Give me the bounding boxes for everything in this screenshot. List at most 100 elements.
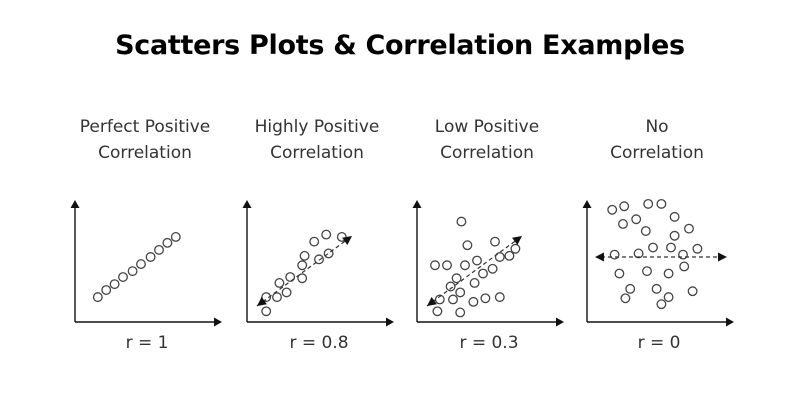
panel-no-correlation: No Correlation r = 0 xyxy=(572,110,742,370)
arrowhead-icon xyxy=(257,297,267,306)
panel-highly-positive: Highly Positive Correlation r = 0.8 xyxy=(232,110,402,370)
data-point xyxy=(656,299,667,310)
data-point xyxy=(494,252,505,262)
data-point xyxy=(669,211,680,222)
scatter-plot: r = 0.3 xyxy=(412,200,564,353)
data-point xyxy=(456,216,467,227)
data-point xyxy=(640,226,651,236)
data-point xyxy=(460,260,470,271)
trend-line xyxy=(256,235,353,307)
data-point xyxy=(487,263,498,274)
panel-title-line-2: Correlation xyxy=(610,143,704,163)
data-point xyxy=(679,261,690,272)
x-axis-arrow-icon xyxy=(214,317,222,327)
data-point xyxy=(162,237,173,248)
data-point xyxy=(648,242,658,253)
panel-title-line-1: No xyxy=(645,117,669,137)
data-point xyxy=(274,278,285,288)
data-point xyxy=(297,273,308,284)
data-point xyxy=(472,255,482,266)
panel-title: Low Positive Correlation xyxy=(402,114,572,166)
data-point xyxy=(285,272,296,283)
data-point xyxy=(299,250,310,261)
r-label: r = 0.3 xyxy=(459,333,518,353)
x-axis-arrow-icon xyxy=(386,317,394,327)
data-point xyxy=(145,252,156,262)
panel-title-line-1: Perfect Positive xyxy=(79,117,211,137)
trend-arrow xyxy=(256,235,353,307)
data-point xyxy=(480,293,491,304)
data-point xyxy=(101,285,112,295)
data-point xyxy=(118,272,128,283)
data-point xyxy=(651,283,662,294)
data-point xyxy=(92,292,103,303)
trend-arrow xyxy=(426,235,523,307)
data-point xyxy=(281,287,292,298)
data-point xyxy=(684,223,694,234)
data-point xyxy=(678,249,688,260)
arrowhead-icon xyxy=(595,252,604,262)
data-point xyxy=(478,268,488,279)
data-point xyxy=(619,201,630,212)
panel-title: Perfect Positive Correlation xyxy=(60,114,230,166)
y-axis-arrow-icon xyxy=(582,200,592,208)
data-point xyxy=(510,243,521,254)
axes xyxy=(242,200,394,327)
data-point xyxy=(663,292,674,303)
panel-perfect-positive: Perfect Positive Correlation r = 1 xyxy=(60,110,230,370)
data-points xyxy=(261,229,347,317)
data-point xyxy=(451,273,462,284)
data-point xyxy=(607,204,618,215)
scatter-plot: r = 0 xyxy=(582,198,734,353)
data-point xyxy=(669,230,680,241)
x-axis-arrow-icon xyxy=(556,317,564,327)
axes xyxy=(582,200,734,327)
scatter-plot: r = 1 xyxy=(70,200,222,353)
data-point xyxy=(663,268,674,279)
data-point xyxy=(468,296,479,307)
x-axis-arrow-icon xyxy=(726,317,734,327)
data-point xyxy=(625,283,636,294)
data-point xyxy=(469,278,480,288)
panel-title-line-2: Correlation xyxy=(440,143,534,163)
data-point xyxy=(504,250,515,261)
data-point xyxy=(631,214,642,225)
y-axis-arrow-icon xyxy=(242,200,252,208)
data-points xyxy=(430,216,521,318)
r-label: r = 0.8 xyxy=(289,333,348,353)
panel-title-line-2: Correlation xyxy=(98,143,192,163)
data-point xyxy=(154,244,164,255)
data-point xyxy=(448,294,458,305)
data-point xyxy=(109,279,120,290)
data-point xyxy=(633,248,644,259)
data-points xyxy=(607,198,703,310)
data-point xyxy=(642,266,652,277)
data-point xyxy=(170,231,181,242)
chart-title: Scatters Plots & Correlation Examples xyxy=(115,30,685,61)
arrowhead-icon xyxy=(427,297,437,306)
panel-title: No Correlation xyxy=(572,114,742,166)
r-label: r = 0 xyxy=(638,333,681,353)
data-point xyxy=(432,306,443,317)
data-point xyxy=(261,292,272,303)
panel-title-line-1: Highly Positive xyxy=(254,117,380,137)
data-point xyxy=(643,198,654,209)
data-point xyxy=(309,236,320,247)
data-point xyxy=(620,293,631,304)
arrowhead-icon xyxy=(342,236,352,245)
data-point xyxy=(666,242,676,253)
data-point xyxy=(442,260,452,271)
panel-title: Highly Positive Correlation xyxy=(232,114,402,166)
panel-title-line-2: Correlation xyxy=(270,143,364,163)
data-point xyxy=(127,266,138,277)
data-point xyxy=(609,249,620,260)
data-point xyxy=(321,229,332,240)
panel-low-positive: Low Positive Correlation r = 0.3 xyxy=(402,110,572,370)
panel-title-line-1: Low Positive xyxy=(434,117,540,137)
data-point xyxy=(261,306,272,317)
data-points xyxy=(92,231,181,303)
axes xyxy=(412,200,564,327)
data-point xyxy=(314,254,324,265)
data-point xyxy=(462,240,473,251)
data-point xyxy=(455,307,466,318)
